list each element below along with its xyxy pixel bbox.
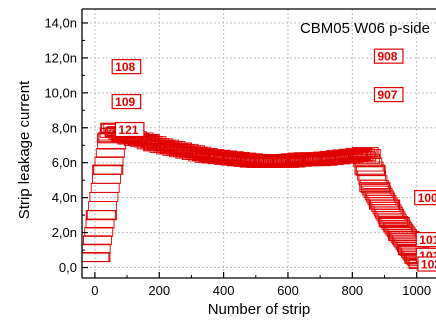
annotation-box (373, 86, 404, 103)
data-point (320, 152, 352, 163)
y-tick-label: 6,0n (52, 155, 77, 170)
data-point (359, 182, 391, 193)
x-tick-label: 400 (213, 283, 235, 298)
data-point (82, 235, 112, 246)
annotation-label: 1023 (421, 258, 436, 272)
annotation-box (111, 93, 142, 110)
y-tick-label: 0,0 (59, 260, 77, 275)
data-point (272, 155, 304, 167)
annotation-label: 907 (377, 88, 397, 102)
data-point (92, 164, 124, 175)
annotation-box (414, 190, 436, 206)
grid (82, 9, 436, 278)
annotation-label: 109 (115, 95, 135, 109)
data-point (143, 140, 175, 151)
y-tick-label: 12,0n (44, 50, 77, 65)
axis-ticks: 0 200 400 600 800 1000 0,0 2,0n 4,0n 6,0n 8,0n 10,0… (44, 15, 431, 298)
data-point (240, 155, 272, 167)
y-tick-label: 8,0n (52, 120, 77, 135)
y-tick-label: 2,0n (52, 225, 77, 240)
data-point (85, 210, 117, 221)
data-point (354, 164, 386, 175)
data-point (351, 147, 379, 157)
y-axis-title: Strip leakage current (16, 80, 33, 219)
annotations: 1081091219089071000101810171023 (111, 48, 436, 272)
x-tick-label: 800 (341, 283, 363, 298)
data-point (336, 150, 368, 161)
annotation-label: 908 (377, 50, 397, 64)
data-point (349, 148, 381, 160)
annotation-box (111, 59, 142, 75)
data-point (95, 147, 125, 158)
annotation-label: 108 (115, 60, 135, 74)
y-tick-label: 10,0n (44, 85, 77, 100)
data-point (368, 199, 401, 210)
data-point (175, 147, 207, 158)
x-tick-label: 200 (148, 283, 170, 298)
data-point (288, 154, 320, 165)
annotation-label: 121 (118, 123, 138, 137)
data-point (256, 155, 288, 167)
data-points (82, 122, 436, 270)
x-tick-label: 0 (91, 283, 98, 298)
annotation-label: 1000 (418, 191, 436, 205)
data-point (224, 154, 256, 165)
data-point (159, 143, 191, 154)
x-axis-title: Number of strip (208, 301, 311, 318)
annotation-label: 1018 (419, 233, 436, 247)
data-point (85, 218, 115, 229)
annotation-box (373, 48, 404, 64)
data-point (208, 152, 240, 163)
data-point (82, 251, 111, 263)
data-point (378, 217, 410, 228)
y-tick-label: 4,0n (52, 190, 77, 205)
x-tick-label: 1000 (402, 283, 431, 298)
y-tick-label: 14,0n (44, 15, 77, 30)
x-tick-label: 600 (277, 283, 299, 298)
annotation-box (415, 231, 436, 248)
data-point (94, 156, 124, 167)
data-point (304, 154, 336, 165)
annotation-box (114, 121, 145, 138)
data-point (84, 226, 114, 237)
chart-title: CBM05 W06 p-side (300, 20, 430, 37)
data-point (191, 150, 224, 161)
